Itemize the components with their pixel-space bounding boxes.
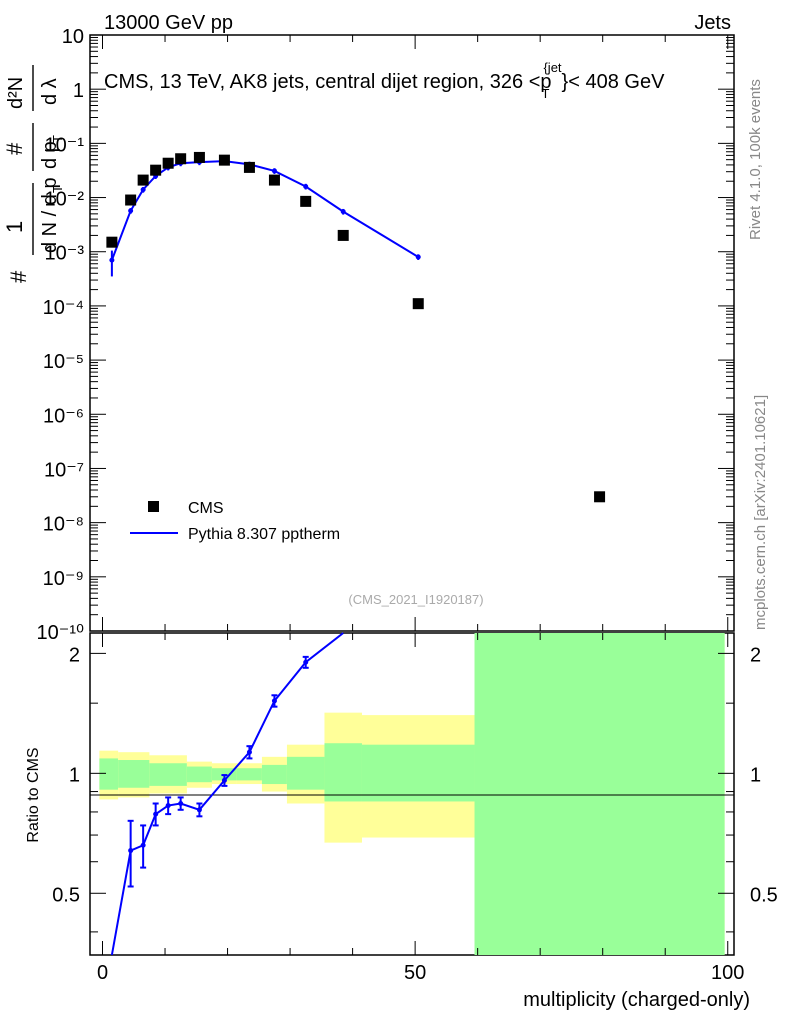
header-left: 13000 GeV pp <box>104 12 233 34</box>
ylabel-n4: d²N <box>5 77 27 109</box>
ylabel-n3: # <box>2 142 27 155</box>
x-tick-label-1: 50 <box>404 962 426 984</box>
cms-point-8 <box>243 161 255 173</box>
legend-marker-cms <box>148 501 159 512</box>
cms-point-4 <box>162 157 174 169</box>
y-tick-label-7: 10⁻³ <box>45 243 85 265</box>
x-tick-label-0: 0 <box>97 962 108 984</box>
ratio-point-1 <box>128 848 134 854</box>
legend-label-cms: CMS <box>188 500 224 517</box>
ratio-point-2 <box>140 842 146 848</box>
pythia-point-1 <box>128 208 134 214</box>
ylabel-d2-sub: T <box>50 135 65 143</box>
cms-point-0 <box>106 236 118 248</box>
y-tick-label-2: 10⁻⁸ <box>43 514 84 536</box>
pythia-point-9 <box>271 168 277 174</box>
ratio-tick-label-left-1: 1 <box>69 764 80 786</box>
analysis-watermark: (CMS_2021_I1920187) <box>348 592 483 607</box>
ratio-point-8 <box>246 749 252 755</box>
ratio-tick-label-right-2: 2 <box>750 644 761 666</box>
y-tick-label-3: 10⁻⁷ <box>44 459 84 481</box>
cms-point-12 <box>412 298 424 310</box>
y-tick-label-10: 1 <box>73 80 84 102</box>
ratio-band-green-2 <box>149 763 187 786</box>
ratio-band-green-3 <box>186 766 212 783</box>
chart-title-sub: T <box>542 86 550 101</box>
ratio-band-green-9 <box>361 744 475 802</box>
ylabel-d1: d N / d p <box>39 177 61 253</box>
cms-point-2 <box>137 174 149 186</box>
ratio-band-green-7 <box>286 756 325 790</box>
ratio-plot-marks <box>110 632 344 956</box>
ratio-band-green-6 <box>261 764 287 785</box>
x-tick-label-2: 100 <box>711 962 744 984</box>
pythia-point-2 <box>140 187 146 193</box>
cms-point-7 <box>218 154 230 166</box>
ratio-band-green-5 <box>236 768 262 781</box>
y-tick-label-8: 10⁻² <box>45 189 85 211</box>
y-axis-label-ratio: Ratio to CMS <box>25 747 42 842</box>
chart-title-p: p <box>540 71 551 93</box>
y-axis-label-main: # 1 d N / d p T # d p T d²N d λ <box>2 65 65 283</box>
header-right: Jets <box>694 12 731 34</box>
ylabel-hash-left: # <box>6 270 31 283</box>
legend: CMS Pythia 8.307 pptherm <box>130 500 340 543</box>
ylabel-d3: d λ <box>39 78 61 105</box>
ratio-point-6 <box>196 807 202 813</box>
chart-title-sup: {jet <box>543 60 561 75</box>
chart-title-post: }< 408 GeV <box>562 71 666 93</box>
pythia-point-11 <box>340 209 346 215</box>
y-tick-label-0: 10⁻¹⁰ <box>37 622 84 644</box>
chart-title: CMS, 13 TeV, AK8 jets, central dijet reg… <box>104 60 665 101</box>
ratio-band-green-1 <box>118 760 150 788</box>
pythia-point-12 <box>415 254 421 260</box>
ratio-tick-label-left-2: 2 <box>69 644 80 666</box>
y-tick-label-6: 10⁻⁴ <box>43 297 84 319</box>
ratio-tick-label-right-0: 0.5 <box>750 884 778 906</box>
ylabel-n1: 1 <box>2 221 27 233</box>
side-text-mcplots: mcplots.cern.ch [arXiv:2401.10621] <box>752 395 769 630</box>
axis-tick-labels: 0 50 100 10⁻¹⁰ 10⁻⁹ 10⁻⁸ 10⁻⁷ 10⁻⁶ 10⁻⁵ 10⁻⁴ 10⁻³ 1… <box>37 26 778 984</box>
chart-title-pre: CMS, 13 TeV, AK8 jets, central dijet reg… <box>104 71 540 93</box>
ratio-point-3 <box>153 811 159 817</box>
cms-point-6 <box>193 151 205 163</box>
ratio-tick-label-right-1: 1 <box>750 764 761 786</box>
pythia-point-0 <box>109 257 115 263</box>
main-plot-frame <box>89 34 735 632</box>
pythia-point-10 <box>303 183 309 189</box>
cms-point-1 <box>125 194 137 206</box>
ratio-point-9 <box>271 698 277 704</box>
ratio-point-7 <box>221 777 227 783</box>
cms-point-5 <box>175 153 187 165</box>
cms-point-3 <box>150 164 162 176</box>
side-text-rivet: Rivet 4.1.0, 100k events <box>747 79 764 240</box>
ratio-point-5 <box>178 801 184 807</box>
cms-point-11 <box>337 229 349 241</box>
ratio-point-4 <box>165 803 171 809</box>
ratio-tick-label-left-0: 0.5 <box>52 884 80 906</box>
y-tick-label-5: 10⁻⁵ <box>43 351 84 373</box>
x-axis-label: multiplicity (charged-only) <box>523 989 750 1011</box>
y-tick-label-1: 10⁻⁹ <box>43 568 84 590</box>
ratio-band-green-8 <box>324 743 362 802</box>
ratio-band-green-0 <box>99 758 119 790</box>
cms-point-13 <box>594 491 606 503</box>
ylabel-d2: d p <box>39 141 61 169</box>
y-tick-label-9: 10⁻¹ <box>45 134 85 156</box>
y-tick-label-11: 10 <box>62 26 84 48</box>
legend-label-pythia: Pythia 8.307 pptherm <box>188 526 340 543</box>
cms-point-9 <box>268 174 280 186</box>
ratio-band-green-10 <box>474 633 725 955</box>
ratio-uncertainty-bands <box>99 633 725 955</box>
ratio-point-10 <box>303 659 309 665</box>
y-tick-label-4: 10⁻⁶ <box>43 405 84 427</box>
ylabel-d1-sub: T <box>50 185 65 193</box>
main-plot-marks <box>106 151 606 503</box>
axis-ticks <box>90 34 734 955</box>
cms-point-10 <box>300 195 312 207</box>
ratio-plot-frame <box>89 632 735 956</box>
